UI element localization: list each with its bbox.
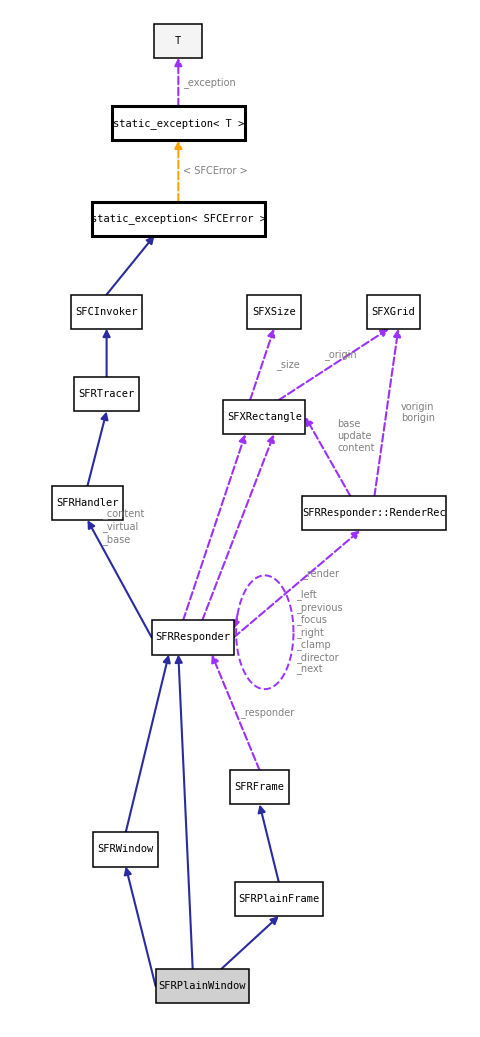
Text: SFCInvoker: SFCInvoker xyxy=(75,307,138,316)
Text: SFRPlainWindow: SFRPlainWindow xyxy=(158,981,245,991)
FancyBboxPatch shape xyxy=(52,486,122,520)
Text: _exception: _exception xyxy=(183,77,235,87)
FancyBboxPatch shape xyxy=(223,400,305,435)
Text: SFRPlainFrame: SFRPlainFrame xyxy=(238,894,319,904)
Text: static_exception< SFCError >: static_exception< SFCError > xyxy=(91,214,265,224)
Text: SFXSize: SFXSize xyxy=(252,307,295,316)
FancyBboxPatch shape xyxy=(151,620,233,654)
Text: SFRTracer: SFRTracer xyxy=(78,389,134,399)
Text: _render: _render xyxy=(301,568,338,579)
Text: _left
_previous
_focus
_right
_clamp
_director
_next: _left _previous _focus _right _clamp _di… xyxy=(295,589,342,675)
Text: < SFCError >: < SFCError > xyxy=(183,166,247,176)
Text: SFXGrid: SFXGrid xyxy=(371,307,415,316)
Text: SFXRectangle: SFXRectangle xyxy=(227,412,301,422)
Text: _responder: _responder xyxy=(240,707,294,718)
Text: SFRResponder: SFRResponder xyxy=(155,633,230,643)
Text: static_exception< T >: static_exception< T > xyxy=(112,118,243,129)
Text: SFRResponder::RenderRec: SFRResponder::RenderRec xyxy=(302,508,445,518)
FancyBboxPatch shape xyxy=(74,377,139,412)
FancyBboxPatch shape xyxy=(92,201,264,235)
FancyBboxPatch shape xyxy=(247,295,300,329)
Text: SFRWindow: SFRWindow xyxy=(97,844,154,854)
Text: T: T xyxy=(175,35,181,46)
FancyBboxPatch shape xyxy=(155,969,248,1003)
FancyBboxPatch shape xyxy=(93,833,158,867)
FancyBboxPatch shape xyxy=(366,295,420,329)
Text: vorigin
borigin: vorigin borigin xyxy=(400,401,434,423)
Text: _origin: _origin xyxy=(324,348,356,360)
FancyBboxPatch shape xyxy=(71,295,142,329)
Text: _size: _size xyxy=(276,359,300,370)
FancyBboxPatch shape xyxy=(234,882,322,916)
Text: base
update
content: base update content xyxy=(337,419,374,452)
FancyBboxPatch shape xyxy=(154,24,202,58)
FancyBboxPatch shape xyxy=(112,107,244,140)
Text: SFRHandler: SFRHandler xyxy=(56,498,119,508)
Text: SFRFrame: SFRFrame xyxy=(234,782,284,792)
Text: _content
_virtual
_base: _content _virtual _base xyxy=(102,509,144,545)
FancyBboxPatch shape xyxy=(302,497,445,530)
FancyBboxPatch shape xyxy=(229,770,289,805)
